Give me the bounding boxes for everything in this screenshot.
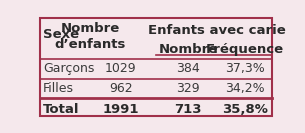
Text: Fréquence: Fréquence bbox=[206, 43, 284, 56]
Text: 962: 962 bbox=[109, 82, 133, 95]
Text: Nombre
d’enfants: Nombre d’enfants bbox=[54, 22, 126, 51]
Text: Total: Total bbox=[43, 103, 79, 116]
Text: Nombre: Nombre bbox=[159, 43, 218, 56]
Text: Garçons: Garçons bbox=[43, 62, 94, 75]
Text: 1029: 1029 bbox=[105, 62, 137, 75]
FancyBboxPatch shape bbox=[41, 18, 272, 116]
Text: 37,3%: 37,3% bbox=[225, 62, 265, 75]
Text: 384: 384 bbox=[176, 62, 200, 75]
Text: 34,2%: 34,2% bbox=[225, 82, 265, 95]
Text: 329: 329 bbox=[176, 82, 200, 95]
Text: Sexe: Sexe bbox=[43, 28, 79, 41]
Text: 713: 713 bbox=[174, 103, 202, 116]
Text: Filles: Filles bbox=[43, 82, 74, 95]
Text: Enfants avec carie: Enfants avec carie bbox=[148, 24, 285, 37]
Text: 35,8%: 35,8% bbox=[222, 103, 268, 116]
Text: 1991: 1991 bbox=[102, 103, 139, 116]
